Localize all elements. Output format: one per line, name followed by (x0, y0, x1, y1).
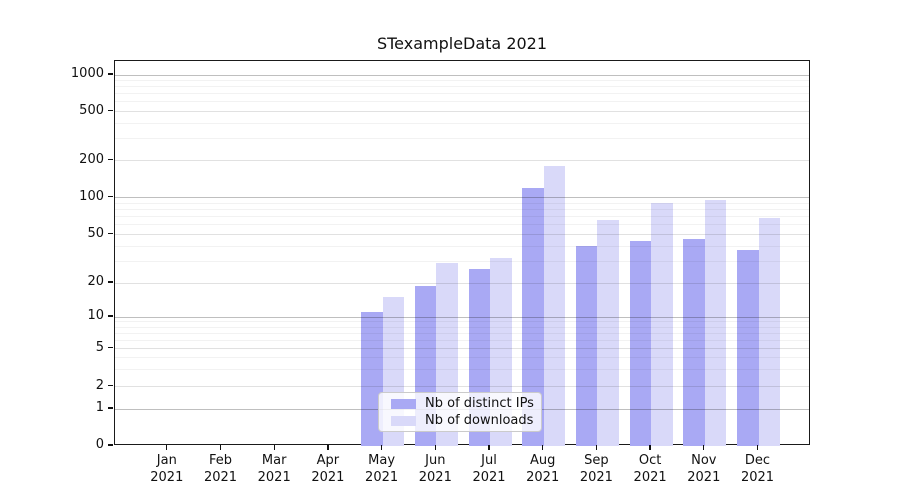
bars-layer (115, 61, 809, 446)
y-tick-mark (108, 407, 113, 409)
y-tick-mark (108, 232, 113, 235)
bar-sep-ips (575, 246, 598, 446)
x-tick-mark (488, 445, 490, 450)
x-tick-mark (273, 445, 275, 450)
x-tick-mark (166, 445, 168, 450)
y-tick-mark (108, 73, 113, 75)
legend-row: Nb of distinct IPs (391, 395, 534, 411)
x-tick-label: May 2021 (365, 453, 399, 485)
bar-aug-downloads (543, 166, 566, 446)
bar-oct-downloads (651, 203, 673, 446)
x-tick-label: Jul 2021 (472, 453, 506, 485)
x-tick-label: Sep 2021 (579, 453, 613, 485)
y-tick-label: 20 (87, 274, 104, 289)
y-tick-mark (108, 158, 113, 161)
y-tick-label: 1 (95, 400, 104, 415)
x-tick-label: Jan 2021 (150, 453, 184, 485)
legend-row: Nb of downloads (391, 412, 534, 428)
y-tick-label: 10 (87, 308, 104, 323)
y-tick-label: 0 (95, 437, 104, 452)
x-tick-label: Jun 2021 (418, 453, 452, 485)
x-tick-mark (434, 445, 436, 450)
y-tick-mark (108, 444, 113, 446)
x-tick-mark (380, 445, 383, 450)
bar-aug-ips (522, 187, 544, 446)
bar-nov-ips (683, 238, 705, 446)
legend-swatch-ips (391, 398, 416, 409)
y-tick-mark (108, 281, 113, 283)
bar-oct-ips (629, 241, 652, 446)
y-tick-mark (108, 384, 113, 387)
y-tick-mark (108, 346, 113, 349)
x-tick-label: Apr 2021 (311, 453, 345, 485)
x-tick-label: Dec 2021 (740, 453, 775, 485)
x-tick-mark (219, 445, 222, 450)
x-tick-label: Nov 2021 (687, 453, 721, 485)
bar-may-ips (361, 312, 383, 446)
x-tick-mark (756, 445, 759, 450)
y-tick-label: 50 (87, 225, 104, 241)
x-tick-mark (703, 445, 705, 450)
y-tick-label: 500 (79, 102, 104, 118)
legend-label: Nb of distinct IPs (425, 395, 534, 411)
bar-nov-downloads (704, 199, 727, 446)
legend: Nb of distinct IPs Nb of downloads (378, 392, 542, 432)
bar-sep-downloads (597, 219, 619, 446)
chart-title: STexampleData 2021 (376, 34, 548, 53)
legend-swatch-downloads (391, 415, 416, 426)
y-tick-label: 2 (95, 377, 104, 393)
x-tick-label: Oct 2021 (633, 453, 667, 485)
bar-dec-ips (737, 250, 759, 446)
y-tick-mark (108, 315, 113, 317)
x-tick-label: Feb 2021 (203, 453, 238, 485)
x-tick-mark (542, 445, 544, 450)
x-tick-mark (327, 445, 329, 450)
y-tick-label: 100 (79, 188, 104, 204)
legend-label: Nb of downloads (425, 412, 534, 428)
x-tick-label: Aug 2021 (526, 453, 560, 485)
y-tick-mark (108, 109, 113, 112)
x-tick-mark (595, 445, 598, 450)
y-tick-label: 5 (95, 339, 104, 355)
y-tick-label: 1000 (70, 66, 104, 81)
bar-dec-downloads (758, 218, 780, 446)
plot-area (114, 60, 810, 446)
x-tick-label: Mar 2021 (257, 453, 291, 485)
y-tick-label: 200 (79, 151, 104, 167)
y-tick-mark (108, 195, 113, 198)
x-tick-mark (649, 445, 651, 450)
